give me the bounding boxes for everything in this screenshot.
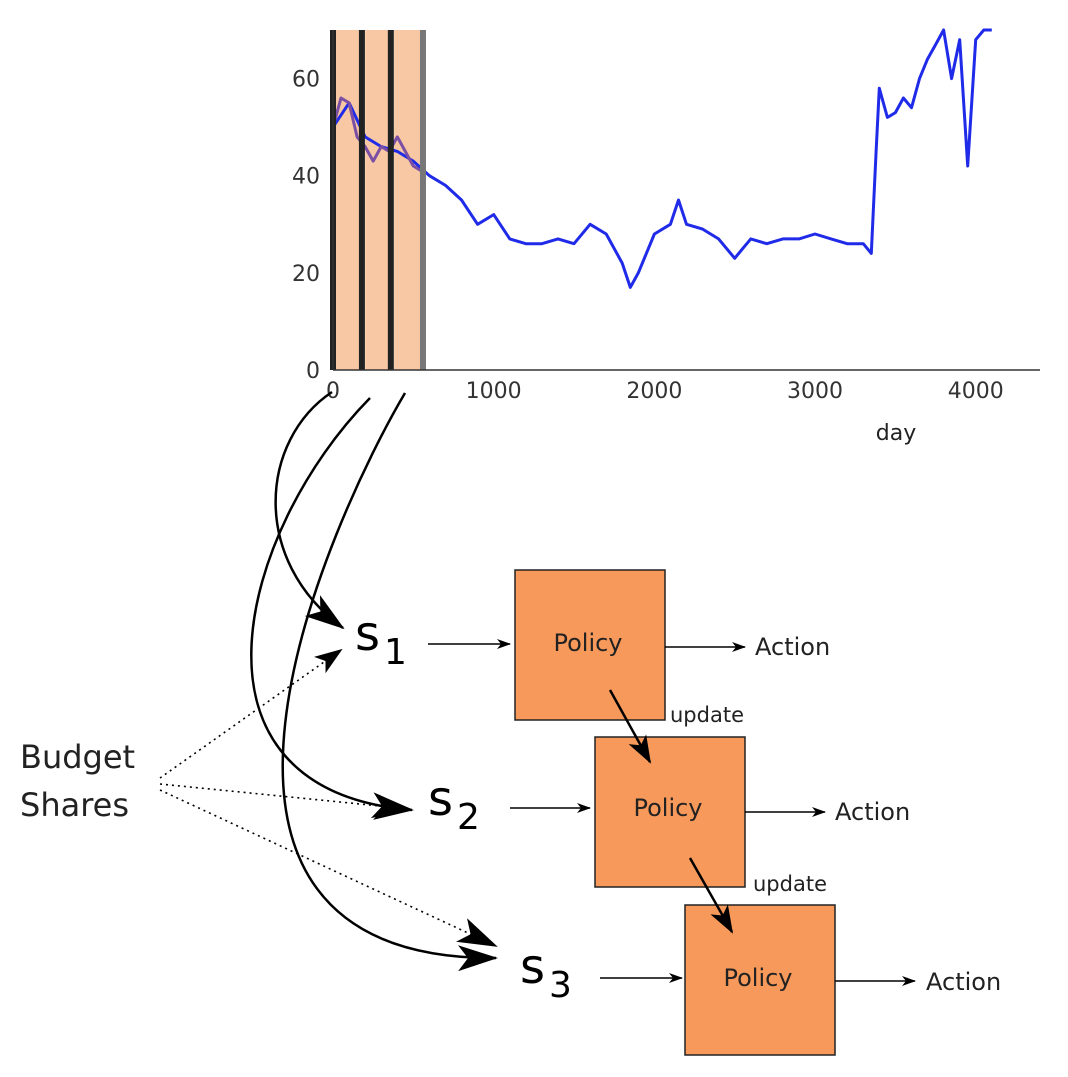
policy-box-2 <box>594 736 746 888</box>
window2-to-s2-arrow <box>250 397 414 820</box>
action-label-3: Action <box>926 968 1001 996</box>
policy-box-1-label: Policy <box>553 629 622 657</box>
y-tick-label: 40 <box>292 165 320 190</box>
budget-shares-label-line1: Budget <box>20 738 135 776</box>
y-tick-label: 60 <box>292 68 320 93</box>
policy-box-3-label: Policy <box>723 964 792 992</box>
window1-to-s1-arrow <box>274 390 345 630</box>
x-tick-label: 4000 <box>948 379 1004 404</box>
budget-to-s1-arrow <box>159 648 343 779</box>
policy-box-2-label: Policy <box>633 794 702 822</box>
time-window-2 <box>365 30 391 370</box>
time-window-3 <box>394 30 423 370</box>
x-tick-label: 0 <box>326 379 340 404</box>
update-label-2: update <box>753 872 827 896</box>
update-label-1: update <box>670 703 744 727</box>
action-label-1: Action <box>755 633 830 661</box>
policy1-update-arrow <box>608 689 652 764</box>
axis-ticks: 0 1000 2000 3000 4000 0 20 40 60 <box>292 68 1004 404</box>
x-tick-label: 2000 <box>626 379 682 404</box>
window3-to-s3-arrow <box>281 392 498 972</box>
series-line-1 <box>331 28 992 289</box>
policy-box-1 <box>514 569 666 721</box>
time-window-highlights <box>333 30 423 370</box>
series-line-2 <box>331 96 423 173</box>
budget-to-s3-arrow <box>159 789 498 947</box>
x-tick-label: 3000 <box>787 379 843 404</box>
y-tick-label: 20 <box>292 262 320 287</box>
x-axis-label: day <box>876 421 916 446</box>
policy2-update-arrow <box>688 857 734 934</box>
y-tick-label: 0 <box>306 359 320 384</box>
time-window-1 <box>333 30 362 370</box>
price-chart: 0 1000 2000 3000 4000 0 20 40 60 day <box>292 28 1040 446</box>
policy-box-3 <box>684 904 836 1056</box>
action-label-2: Action <box>835 798 910 826</box>
budget-shares-label-line2: Shares <box>20 786 129 824</box>
x-tick-label: 1000 <box>466 379 522 404</box>
price-series <box>331 28 992 289</box>
